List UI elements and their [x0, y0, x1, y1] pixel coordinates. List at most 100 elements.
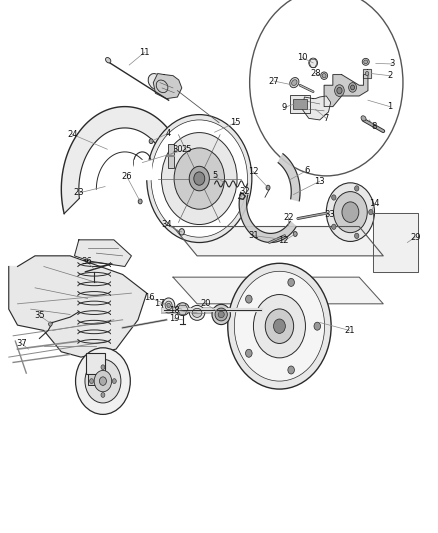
- Ellipse shape: [189, 305, 205, 320]
- Text: 14: 14: [369, 199, 380, 208]
- Ellipse shape: [321, 72, 328, 79]
- Ellipse shape: [273, 319, 286, 334]
- Ellipse shape: [147, 115, 252, 243]
- Ellipse shape: [89, 378, 94, 384]
- Text: 31: 31: [248, 231, 258, 240]
- Text: 21: 21: [344, 326, 355, 335]
- Ellipse shape: [189, 166, 209, 191]
- Ellipse shape: [266, 185, 270, 190]
- Ellipse shape: [354, 186, 359, 191]
- Ellipse shape: [362, 58, 369, 65]
- Ellipse shape: [75, 348, 131, 415]
- Ellipse shape: [167, 303, 170, 308]
- Ellipse shape: [288, 278, 294, 286]
- Text: 3: 3: [389, 60, 395, 68]
- Text: 33: 33: [324, 210, 335, 219]
- Polygon shape: [278, 154, 300, 201]
- Text: 19: 19: [169, 314, 180, 323]
- Polygon shape: [96, 152, 151, 189]
- Polygon shape: [324, 75, 368, 107]
- Text: 13: 13: [314, 177, 325, 185]
- Polygon shape: [173, 277, 383, 304]
- FancyBboxPatch shape: [86, 353, 105, 374]
- Text: 15: 15: [230, 118, 241, 127]
- Ellipse shape: [369, 209, 373, 215]
- Ellipse shape: [364, 60, 367, 63]
- Ellipse shape: [112, 378, 117, 384]
- Text: 12: 12: [279, 237, 289, 245]
- FancyBboxPatch shape: [290, 95, 310, 113]
- Ellipse shape: [101, 392, 105, 398]
- Polygon shape: [173, 227, 383, 256]
- Ellipse shape: [246, 295, 252, 303]
- Ellipse shape: [212, 304, 230, 325]
- Ellipse shape: [342, 202, 359, 222]
- Polygon shape: [239, 192, 296, 243]
- Ellipse shape: [138, 199, 142, 204]
- Text: 22: 22: [283, 213, 293, 222]
- Text: 26: 26: [122, 173, 132, 181]
- Ellipse shape: [288, 366, 294, 374]
- Text: 28: 28: [310, 69, 321, 78]
- Ellipse shape: [194, 172, 205, 185]
- Ellipse shape: [156, 80, 168, 93]
- Ellipse shape: [314, 322, 321, 330]
- Ellipse shape: [148, 74, 163, 90]
- Text: 25: 25: [181, 145, 191, 154]
- Ellipse shape: [326, 183, 374, 241]
- Text: 23: 23: [74, 189, 84, 197]
- Ellipse shape: [85, 359, 121, 403]
- Text: 9: 9: [281, 103, 286, 112]
- Ellipse shape: [162, 298, 175, 313]
- Ellipse shape: [94, 370, 112, 392]
- Ellipse shape: [218, 311, 224, 318]
- Ellipse shape: [234, 271, 325, 381]
- Text: 27: 27: [268, 77, 279, 85]
- Ellipse shape: [215, 308, 227, 321]
- Text: 35: 35: [34, 311, 45, 320]
- Text: 16: 16: [144, 293, 154, 302]
- Polygon shape: [134, 160, 151, 179]
- Text: 17: 17: [155, 300, 165, 308]
- Polygon shape: [363, 69, 371, 78]
- Ellipse shape: [309, 58, 318, 68]
- Ellipse shape: [99, 377, 106, 385]
- Polygon shape: [61, 107, 187, 214]
- Polygon shape: [373, 213, 418, 272]
- Ellipse shape: [349, 83, 357, 92]
- Ellipse shape: [337, 87, 342, 94]
- Ellipse shape: [254, 295, 305, 358]
- Ellipse shape: [162, 133, 237, 224]
- Text: 24: 24: [67, 130, 78, 139]
- Text: 36: 36: [81, 257, 92, 265]
- FancyBboxPatch shape: [167, 144, 174, 168]
- Ellipse shape: [106, 58, 111, 63]
- Ellipse shape: [246, 349, 252, 357]
- Ellipse shape: [365, 71, 369, 76]
- Ellipse shape: [334, 192, 367, 232]
- Text: 12: 12: [248, 167, 258, 176]
- Ellipse shape: [165, 301, 172, 310]
- Text: 5: 5: [212, 172, 217, 180]
- Text: 34: 34: [161, 221, 172, 229]
- Ellipse shape: [174, 148, 225, 209]
- Text: 18: 18: [169, 306, 180, 314]
- Polygon shape: [153, 74, 182, 99]
- Ellipse shape: [290, 77, 299, 88]
- Text: 32: 32: [239, 188, 250, 196]
- Ellipse shape: [176, 303, 189, 316]
- FancyBboxPatch shape: [293, 99, 307, 109]
- Ellipse shape: [192, 308, 202, 317]
- Ellipse shape: [354, 233, 359, 238]
- Ellipse shape: [49, 322, 52, 326]
- Ellipse shape: [179, 229, 184, 235]
- Text: 20: 20: [201, 300, 211, 308]
- Ellipse shape: [332, 195, 336, 200]
- Ellipse shape: [292, 80, 297, 85]
- Ellipse shape: [265, 309, 293, 343]
- Text: 2: 2: [387, 71, 392, 80]
- FancyBboxPatch shape: [88, 374, 102, 385]
- Text: 1: 1: [387, 102, 392, 111]
- Ellipse shape: [335, 85, 344, 96]
- Ellipse shape: [228, 263, 331, 389]
